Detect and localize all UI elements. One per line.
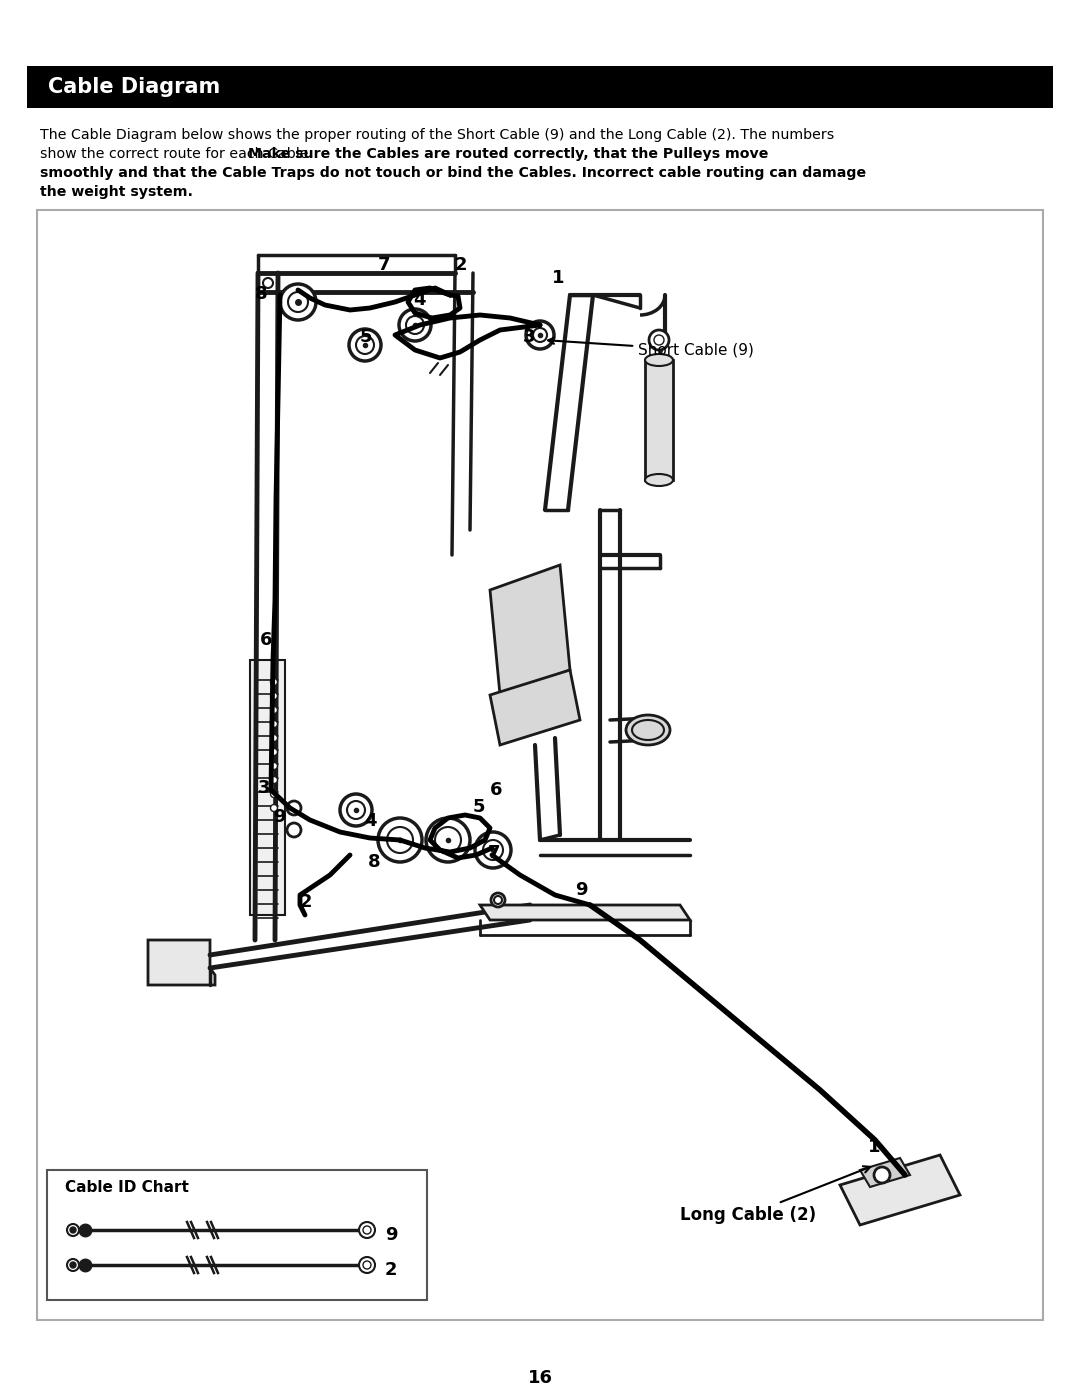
Text: The Cable Diagram below shows the proper routing of the Short Cable (9) and the : The Cable Diagram below shows the proper…: [40, 129, 834, 142]
Text: 4: 4: [413, 291, 426, 309]
Text: Short Cable (9): Short Cable (9): [548, 338, 754, 358]
Ellipse shape: [287, 823, 301, 837]
Ellipse shape: [270, 679, 278, 686]
Text: Cable ID Chart: Cable ID Chart: [65, 1180, 189, 1194]
Ellipse shape: [70, 1261, 76, 1268]
Text: 7: 7: [488, 844, 500, 862]
Text: 5: 5: [360, 328, 373, 346]
Ellipse shape: [491, 893, 505, 907]
Ellipse shape: [874, 1166, 890, 1183]
Text: 9: 9: [384, 1227, 397, 1243]
Bar: [27, 66, 1053, 108]
Ellipse shape: [280, 284, 316, 320]
Text: 1: 1: [552, 270, 565, 286]
Text: 9: 9: [273, 807, 285, 826]
Ellipse shape: [475, 833, 511, 868]
Text: 1: 1: [868, 1139, 880, 1155]
Text: 6: 6: [490, 781, 502, 799]
Ellipse shape: [645, 474, 673, 486]
Ellipse shape: [340, 793, 372, 826]
Polygon shape: [148, 940, 215, 985]
Polygon shape: [490, 671, 580, 745]
Ellipse shape: [359, 1257, 375, 1273]
Ellipse shape: [426, 819, 470, 862]
Text: 6: 6: [260, 631, 272, 650]
Ellipse shape: [67, 1224, 79, 1236]
Text: 7: 7: [378, 256, 391, 274]
Text: 9: 9: [575, 882, 588, 900]
Ellipse shape: [399, 309, 431, 341]
Polygon shape: [480, 905, 690, 921]
Text: 3: 3: [523, 328, 536, 346]
Ellipse shape: [288, 292, 308, 312]
Ellipse shape: [264, 278, 273, 288]
Ellipse shape: [483, 840, 503, 861]
Text: the weight system.: the weight system.: [40, 184, 193, 198]
Text: Long Cable (2): Long Cable (2): [680, 1166, 870, 1224]
Ellipse shape: [359, 1222, 375, 1238]
Ellipse shape: [645, 353, 673, 366]
Ellipse shape: [378, 819, 422, 862]
Ellipse shape: [270, 777, 278, 784]
Ellipse shape: [406, 316, 424, 334]
Polygon shape: [490, 564, 570, 694]
Ellipse shape: [270, 707, 278, 714]
Text: Make sure the Cables are routed correctly, that the Pulleys move: Make sure the Cables are routed correctl…: [248, 147, 768, 161]
Ellipse shape: [649, 330, 669, 351]
Bar: [645, 360, 673, 481]
Ellipse shape: [270, 749, 278, 756]
Ellipse shape: [349, 330, 381, 360]
Text: 16: 16: [527, 1369, 553, 1387]
Text: 2: 2: [455, 256, 468, 274]
Text: 3: 3: [258, 780, 270, 798]
Text: 4: 4: [364, 812, 377, 830]
Ellipse shape: [270, 791, 278, 798]
Ellipse shape: [270, 693, 278, 700]
Polygon shape: [840, 1155, 960, 1225]
Ellipse shape: [387, 827, 413, 854]
Text: show the correct route for each Cable.: show the correct route for each Cable.: [40, 147, 318, 161]
Text: 8: 8: [368, 854, 380, 870]
Ellipse shape: [70, 1227, 76, 1234]
Ellipse shape: [526, 321, 554, 349]
Ellipse shape: [287, 800, 301, 814]
Ellipse shape: [270, 721, 278, 728]
Ellipse shape: [632, 719, 664, 740]
Bar: [37, 210, 1043, 1320]
Ellipse shape: [356, 337, 374, 353]
Text: Cable Diagram: Cable Diagram: [48, 77, 220, 96]
Text: 2: 2: [384, 1261, 397, 1280]
Ellipse shape: [363, 1261, 372, 1268]
Bar: [48, 1171, 427, 1301]
Bar: [249, 659, 285, 915]
Text: 2: 2: [300, 893, 312, 911]
Ellipse shape: [270, 805, 278, 812]
Ellipse shape: [435, 827, 461, 854]
Ellipse shape: [534, 328, 546, 342]
Ellipse shape: [67, 1259, 79, 1271]
Ellipse shape: [363, 1227, 372, 1234]
Text: 8: 8: [255, 285, 268, 303]
Ellipse shape: [270, 735, 278, 742]
Ellipse shape: [347, 800, 365, 819]
Polygon shape: [860, 1158, 910, 1187]
Ellipse shape: [270, 763, 278, 770]
Ellipse shape: [494, 895, 502, 904]
Text: smoothly and that the Cable Traps do not touch or bind the Cables. Incorrect cab: smoothly and that the Cable Traps do not…: [40, 166, 866, 180]
Ellipse shape: [654, 335, 664, 345]
Ellipse shape: [626, 715, 670, 745]
Text: 5: 5: [473, 798, 486, 816]
